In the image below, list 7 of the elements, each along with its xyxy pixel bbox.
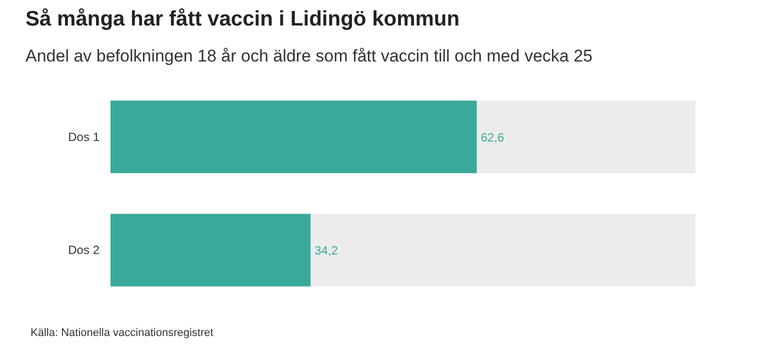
text: Källa: Nationella vaccinationsregistret <box>30 327 214 339</box>
data-label: 34,2 <box>314 244 338 258</box>
data-label: 62,6 <box>480 130 504 144</box>
y-tick-label: Dos 2 <box>68 243 100 258</box>
chart-subtitle: Andel av befolkningen 18 år och äldre som fått vaccin till och med vecka 25 <box>26 46 592 66</box>
y-tick-label: Dos 1 <box>68 130 100 144</box>
chart-title: Så många har fått vaccin i Lidingö kommun <box>26 8 460 30</box>
